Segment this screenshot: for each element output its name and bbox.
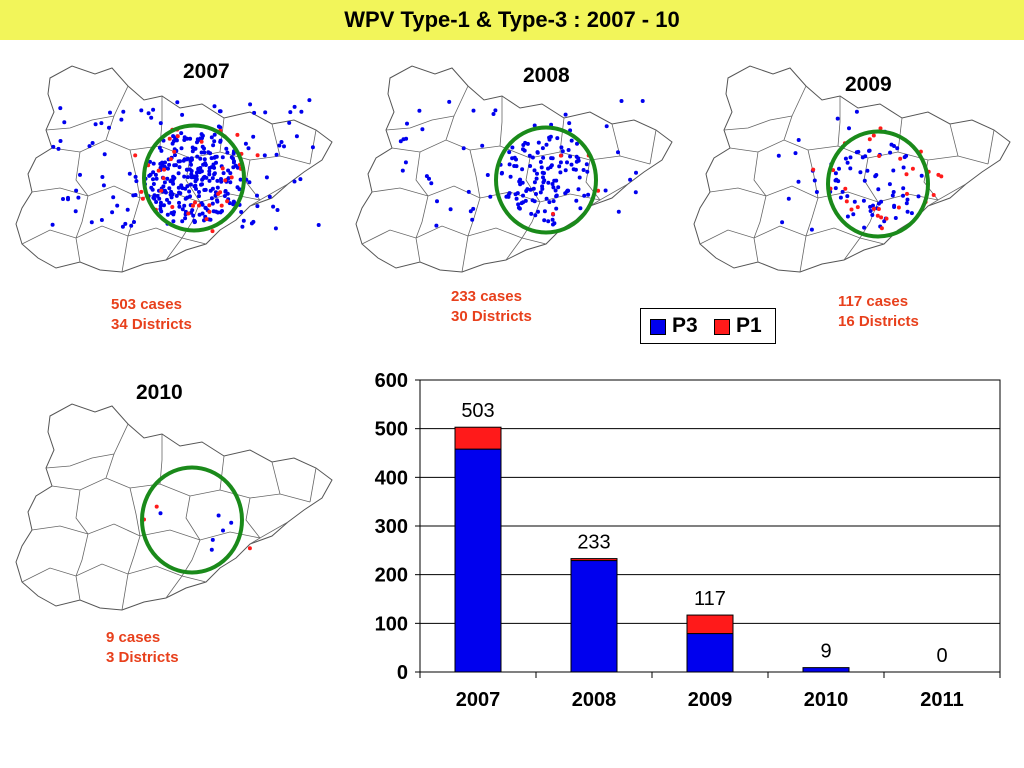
caption-districts: 30 Districts: [451, 308, 532, 325]
caption-cases: 9 cases: [106, 629, 161, 646]
map-year-2007: 2007: [183, 60, 230, 83]
data-label-2010: 9: [820, 641, 831, 663]
y-tick-label: 600: [375, 370, 408, 392]
bar-p1-2008: [570, 558, 618, 562]
caption-2010: 9 cases 3 Districts: [106, 628, 179, 668]
legend-swatch-p3: [650, 319, 666, 335]
x-tick-label: 2007: [456, 689, 501, 711]
cases-bar-chart: 0 100 200 300 400 500 600 503 2007 233 2008 117 2009…: [375, 370, 1001, 711]
district-map-2008: [355, 65, 673, 273]
y-tick-label: 400: [375, 467, 408, 489]
caption-cases: 117 cases: [838, 293, 909, 310]
bar-p1-2009: [686, 614, 734, 635]
legend-label-p3: P3: [672, 314, 698, 337]
district-map-2007: [15, 65, 333, 273]
caption-2007: 503 cases 34 Districts: [111, 295, 192, 335]
caption-2008: 233 cases 30 Districts: [451, 287, 532, 327]
map-year-2009: 2009: [845, 73, 892, 96]
x-tick-label: 2009: [688, 689, 733, 711]
bar-p1-2007: [454, 426, 502, 450]
caption-districts: 16 Districts: [838, 313, 919, 330]
y-tick-label: 100: [375, 613, 408, 635]
legend-swatch-p1: [714, 319, 730, 335]
district-map-2009: [693, 65, 1011, 273]
y-tick-label: 0: [397, 662, 408, 684]
y-tick-label: 500: [375, 419, 408, 441]
bar-p3-2009: [686, 633, 734, 673]
data-label-2008: 233: [577, 532, 610, 554]
bar-p3-2010: [802, 667, 850, 673]
data-label-2009: 117: [694, 588, 726, 610]
legend-label-p1: P1: [736, 314, 762, 337]
map-year-2010: 2010: [136, 381, 183, 404]
y-tick-label: 300: [375, 516, 408, 538]
bar-p3-2007: [454, 448, 502, 673]
district-map-2010: [15, 403, 333, 611]
caption-cases: 233 cases: [451, 288, 522, 305]
x-tick-label: 2010: [804, 689, 849, 711]
map-year-2008: 2008: [523, 64, 570, 87]
slide-title: WPV Type-1 & Type-3 : 2007 - 10: [344, 7, 680, 32]
caption-districts: 34 Districts: [111, 316, 192, 333]
caption-2009: 117 cases 16 Districts: [838, 292, 919, 332]
y-tick-label: 200: [375, 565, 408, 587]
caption-districts: 3 Districts: [106, 649, 179, 666]
x-tick-label: 2011: [920, 689, 963, 711]
data-label-2007: 503: [461, 400, 494, 422]
title-bar: WPV Type-1 & Type-3 : 2007 - 10: [0, 0, 1024, 40]
chart-legend: P3 P1: [640, 308, 776, 344]
bar-p3-2008: [570, 560, 618, 673]
caption-cases: 503 cases: [111, 296, 182, 313]
x-tick-label: 2008: [572, 689, 617, 711]
data-label-2011: 0: [936, 645, 947, 667]
